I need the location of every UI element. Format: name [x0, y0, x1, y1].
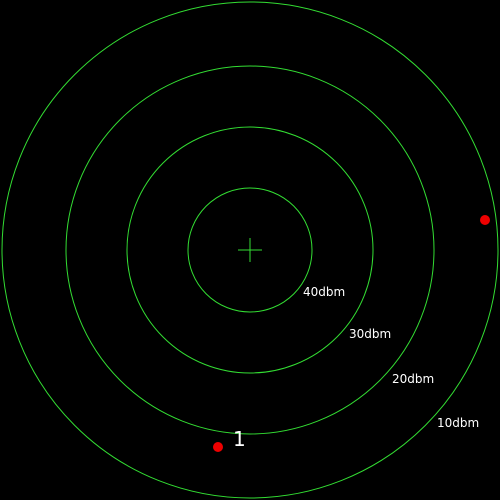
ring-20dbm [65, 65, 435, 435]
ring-label-10dbm: 10dbm [437, 416, 479, 430]
signal-marker-1[interactable] [213, 442, 223, 452]
ring-label-20dbm: 20dbm [392, 372, 434, 386]
ring-30dbm [126, 126, 374, 374]
crosshair-icon [238, 238, 262, 262]
signal-marker-1-label: 1 [233, 427, 246, 451]
ring-label-40dbm: 40dbm [303, 285, 345, 299]
ring-label-30dbm: 30dbm [349, 327, 391, 341]
ring-40dbm [187, 187, 313, 313]
signal-marker-2[interactable] [480, 215, 490, 225]
